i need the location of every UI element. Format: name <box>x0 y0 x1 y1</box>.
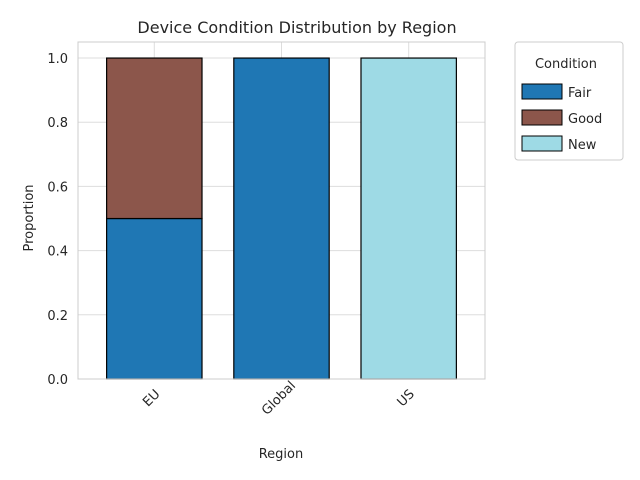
legend-box <box>514 41 624 161</box>
y-tick-label: 0.8 <box>47 116 68 131</box>
y-axis-ticks: 0.0 0.2 0.4 0.6 0.8 1.0 <box>47 52 68 388</box>
y-tick-label: 0.6 <box>47 180 68 195</box>
legend-label-good: Good <box>568 112 602 127</box>
y-tick-label: 1.0 <box>47 52 68 67</box>
legend-swatch-fair <box>521 83 563 100</box>
legend-label-fair: Fair <box>568 86 592 101</box>
bar-eu-good <box>106 57 203 220</box>
bar-eu-fair <box>106 217 203 380</box>
plot-frame <box>77 41 486 380</box>
y-tick-label: 0.0 <box>47 373 68 388</box>
bar-us-new <box>360 57 457 380</box>
legend-title: Condition <box>535 57 597 72</box>
legend: Condition Fair Good New <box>514 41 624 161</box>
y-tick-label: 0.4 <box>47 245 68 260</box>
chart-title: Device Condition Distribution by Region <box>137 18 456 37</box>
y-axis-label: Proportion <box>22 184 37 251</box>
x-axis-label: Region <box>259 447 304 462</box>
legend-swatch-new <box>521 135 563 152</box>
bars <box>106 57 457 380</box>
y-tick-label: 0.2 <box>47 309 68 324</box>
legend-swatch-good <box>521 109 563 126</box>
bar-global-fair <box>233 57 330 380</box>
legend-label-new: New <box>568 138 597 153</box>
